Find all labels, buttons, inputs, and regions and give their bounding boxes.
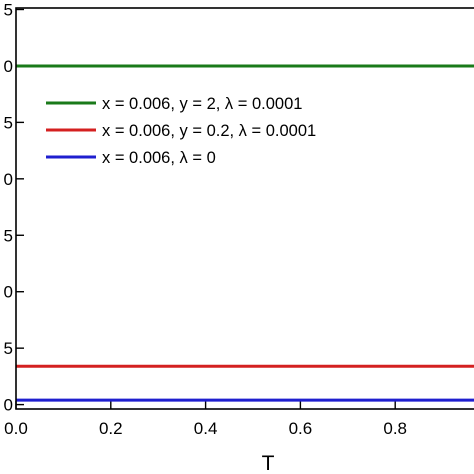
plot-frame [15,7,474,410]
legend-label-2: x = 0.006, y = 0.2, λ = 0.0001 [102,122,316,140]
y-tick-label: 5 [4,339,13,358]
y-tick-label: 0 [4,170,13,189]
x-tick-label: 0.6 [289,419,313,438]
x-axis-ticks: 0.0 0.2 0.4 0.6 0.8 [4,401,407,438]
x-axis-label: T [262,452,275,474]
y-tick-label: 0 [4,283,13,302]
y-axis-ticks: 0 5 0 5 0 5 0 5 [4,1,24,415]
y-tick-label: 0 [4,396,13,415]
legend: x = 0.006, y = 2, λ = 0.0001 x = 0.006, y… [46,95,316,167]
legend-label-1: x = 0.006, y = 2, λ = 0.0001 [102,95,302,113]
y-tick-label: 5 [4,1,13,20]
x-tick-label: 0.4 [194,419,218,438]
x-tick-label: 0.2 [99,419,123,438]
series-lines [16,64,474,402]
x-tick-label: 0.0 [4,419,28,438]
x-tick-label: 0.8 [383,419,407,438]
legend-label-3: x = 0.006, λ = 0 [102,149,216,167]
y-tick-label: 5 [4,226,13,245]
y-tick-label: 0 [4,57,13,76]
y-tick-label: 5 [4,113,13,132]
